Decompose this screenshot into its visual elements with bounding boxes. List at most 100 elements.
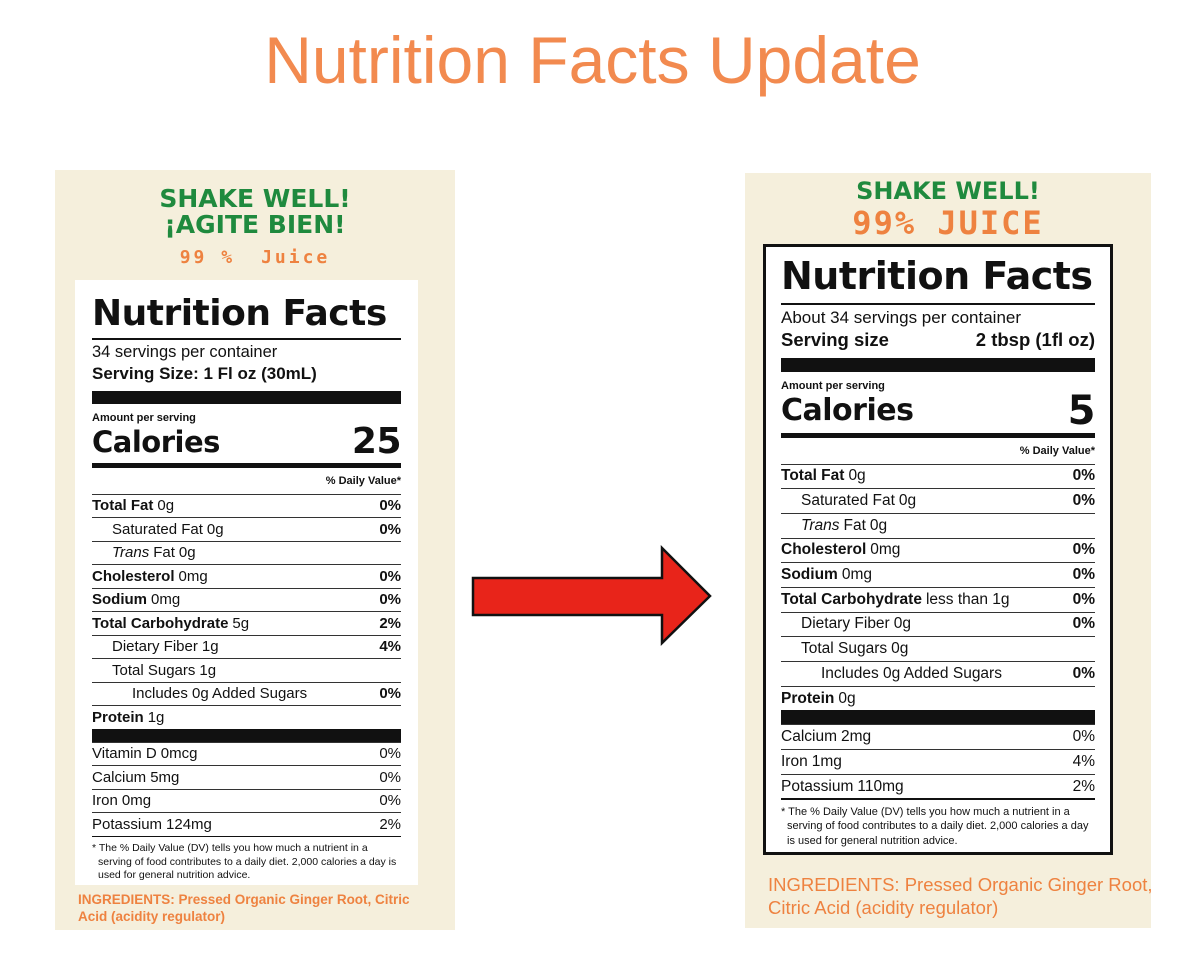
nutrient-amount: 1g xyxy=(199,661,217,679)
juice-text: 99% JUICE xyxy=(852,204,1044,243)
nutrient-row: Protein 1g xyxy=(92,705,401,729)
nutrient-label-italic: Trans xyxy=(112,544,150,562)
medium-bar xyxy=(781,432,1095,438)
nutrient-row: Sodium 0mg 0% xyxy=(781,562,1095,587)
arrow-shape xyxy=(471,544,712,646)
nutrient-amount: 110mg xyxy=(857,777,904,795)
nutrient-label: Iron xyxy=(92,792,118,810)
nutrient-row: Total Fat 0g 0% xyxy=(92,493,401,518)
nutrient-row: Saturated Fat 0g 0% xyxy=(92,517,401,541)
nutrient-label: Fat xyxy=(843,516,866,534)
nutrient-row: Trans Fat 0g xyxy=(92,540,401,565)
nutrient-row: Total Sugars 0g xyxy=(781,636,1095,661)
serving-size-row: Serving size 2 tbsp (1fl oz) xyxy=(781,328,1095,352)
shake-text: SHAKE WELL! xyxy=(856,177,1040,205)
dv-header: % Daily Value* xyxy=(325,474,401,487)
nutrient-label-italic: Trans xyxy=(801,516,840,534)
nutrient-amount: 1g xyxy=(147,708,165,726)
nutrient-label: Potassium xyxy=(92,815,163,833)
nutrient-dv: 2% xyxy=(1072,777,1095,795)
nutrient-label: Cholesterol xyxy=(92,567,175,585)
nutrient-dv: 0% xyxy=(1072,615,1095,633)
nutrient-dv: 4% xyxy=(1072,752,1095,770)
arrow xyxy=(471,544,712,646)
nutrient-amount: 124mg xyxy=(166,815,212,833)
amount-per-serving: Amount per serving xyxy=(781,379,885,392)
nutrient-amount: 5g xyxy=(232,614,250,632)
nutrient-dv: 0% xyxy=(379,520,401,538)
page-title: Nutrition Facts Update xyxy=(264,23,921,97)
nutrient-label: Total Sugars xyxy=(801,640,888,658)
panel-heading: Nutrition Facts xyxy=(781,254,1093,298)
label-header: SHAKE WELL! ¡AGITE BIEN! 99 % Juice xyxy=(55,185,455,268)
nutrient-label: Sodium xyxy=(92,591,147,609)
nutrient-amount: 0g xyxy=(893,615,911,633)
nutrient-label: Iron xyxy=(781,752,808,770)
nutrient-row: Includes 0g Added Sugars 0% xyxy=(781,661,1095,686)
nutrient-row: Total Sugars 1g xyxy=(92,658,401,682)
nutrient-label: Potassium xyxy=(781,777,854,795)
thick-bar xyxy=(92,728,401,742)
nutrient-amount: 0g xyxy=(898,492,917,510)
thick-bar xyxy=(781,357,1095,372)
nutrient-dv: 0% xyxy=(379,591,401,609)
nutrient-dv: 0% xyxy=(1072,467,1095,485)
nutrient-dv: 0% xyxy=(1072,728,1095,746)
micronutrient-row: Potassium 124mg 2% xyxy=(92,812,401,836)
nutrient-row: Total Carbohydrate 5g 2% xyxy=(92,611,401,635)
hairline xyxy=(781,798,1095,800)
nutrient-label: Saturated Fat xyxy=(801,492,895,510)
panel-heading: Nutrition Facts xyxy=(92,293,387,334)
nutrient-amount: 0mg xyxy=(121,792,152,810)
hairline xyxy=(92,338,401,340)
calories-value: 25 xyxy=(351,420,402,462)
nutrient-row: Cholesterol 0mg 0% xyxy=(92,564,401,588)
nutrient-dv: 0% xyxy=(1072,492,1095,510)
nutrient-amount: 2mg xyxy=(840,728,872,746)
nutrient-amount: 0mg xyxy=(151,591,181,609)
nutrient-label: Includes 0g Added Sugars xyxy=(132,685,308,703)
dv-header: % Daily Value* xyxy=(1019,444,1095,457)
nutrient-label: Includes 0g Added Sugars xyxy=(821,664,1002,682)
nutrient-label: Saturated Fat xyxy=(112,520,203,538)
nutrient-dv: 0% xyxy=(379,745,401,763)
calories-row: Calories 5 xyxy=(781,387,1096,434)
nutrient-row: Total Carbohydrate less than 1g 0% xyxy=(781,586,1095,612)
nutrient-amount: 0mg xyxy=(870,541,901,559)
nutrient-label: Protein xyxy=(92,708,144,726)
nutrient-label: Calcium xyxy=(781,728,837,746)
calories-value: 5 xyxy=(1067,387,1096,434)
nutrient-dv: 0% xyxy=(379,497,401,515)
nutrient-amount: 0g xyxy=(157,497,175,515)
amount-per-serving: Amount per serving xyxy=(92,411,196,424)
nutrient-row: Saturated Fat 0g 0% xyxy=(781,488,1095,513)
nutrient-label: Total Carbohydrate xyxy=(92,614,229,632)
nutrient-dv: 0% xyxy=(379,792,401,810)
nutrient-amount: 0mg xyxy=(841,566,872,584)
ingredients: INGREDIENTS: Pressed Organic Ginger Root… xyxy=(78,892,410,924)
calories-label: Calories xyxy=(92,424,220,459)
nutrient-row: Dietary Fiber 1g 4% xyxy=(92,634,401,659)
thick-bar xyxy=(781,710,1095,725)
nutrient-dv: 0% xyxy=(379,567,401,585)
shake-text: ¡AGITE BIEN! xyxy=(164,210,346,240)
nutrient-amount: 0g xyxy=(869,516,888,534)
nutrient-amount: 1mg xyxy=(811,752,842,770)
nutrient-row: Cholesterol 0mg 0% xyxy=(781,537,1095,563)
nutrient-label: Total Carbohydrate xyxy=(781,590,922,608)
thick-bar xyxy=(92,390,401,404)
juice-text: 99 % xyxy=(179,246,236,268)
nutrient-amount: less than 1g xyxy=(925,590,1010,608)
label-before: SHAKE WELL! ¡AGITE BIEN! 99 % Juice Nutritio… xyxy=(55,170,455,930)
nutrient-dv: 0% xyxy=(1072,664,1095,682)
nutrient-label: Total Fat xyxy=(92,497,154,515)
nutrient-dv: 0% xyxy=(1072,541,1095,559)
micronutrient-row: Iron 0mg 0% xyxy=(92,788,401,813)
nutrient-dv: 0% xyxy=(1072,566,1095,584)
nutrient-dv: 0% xyxy=(1072,590,1095,608)
hairline xyxy=(781,303,1095,305)
nutrient-amount: 0g xyxy=(178,544,196,562)
nutrient-dv: 0% xyxy=(379,685,401,703)
nutrient-amount: 0g xyxy=(891,640,909,658)
